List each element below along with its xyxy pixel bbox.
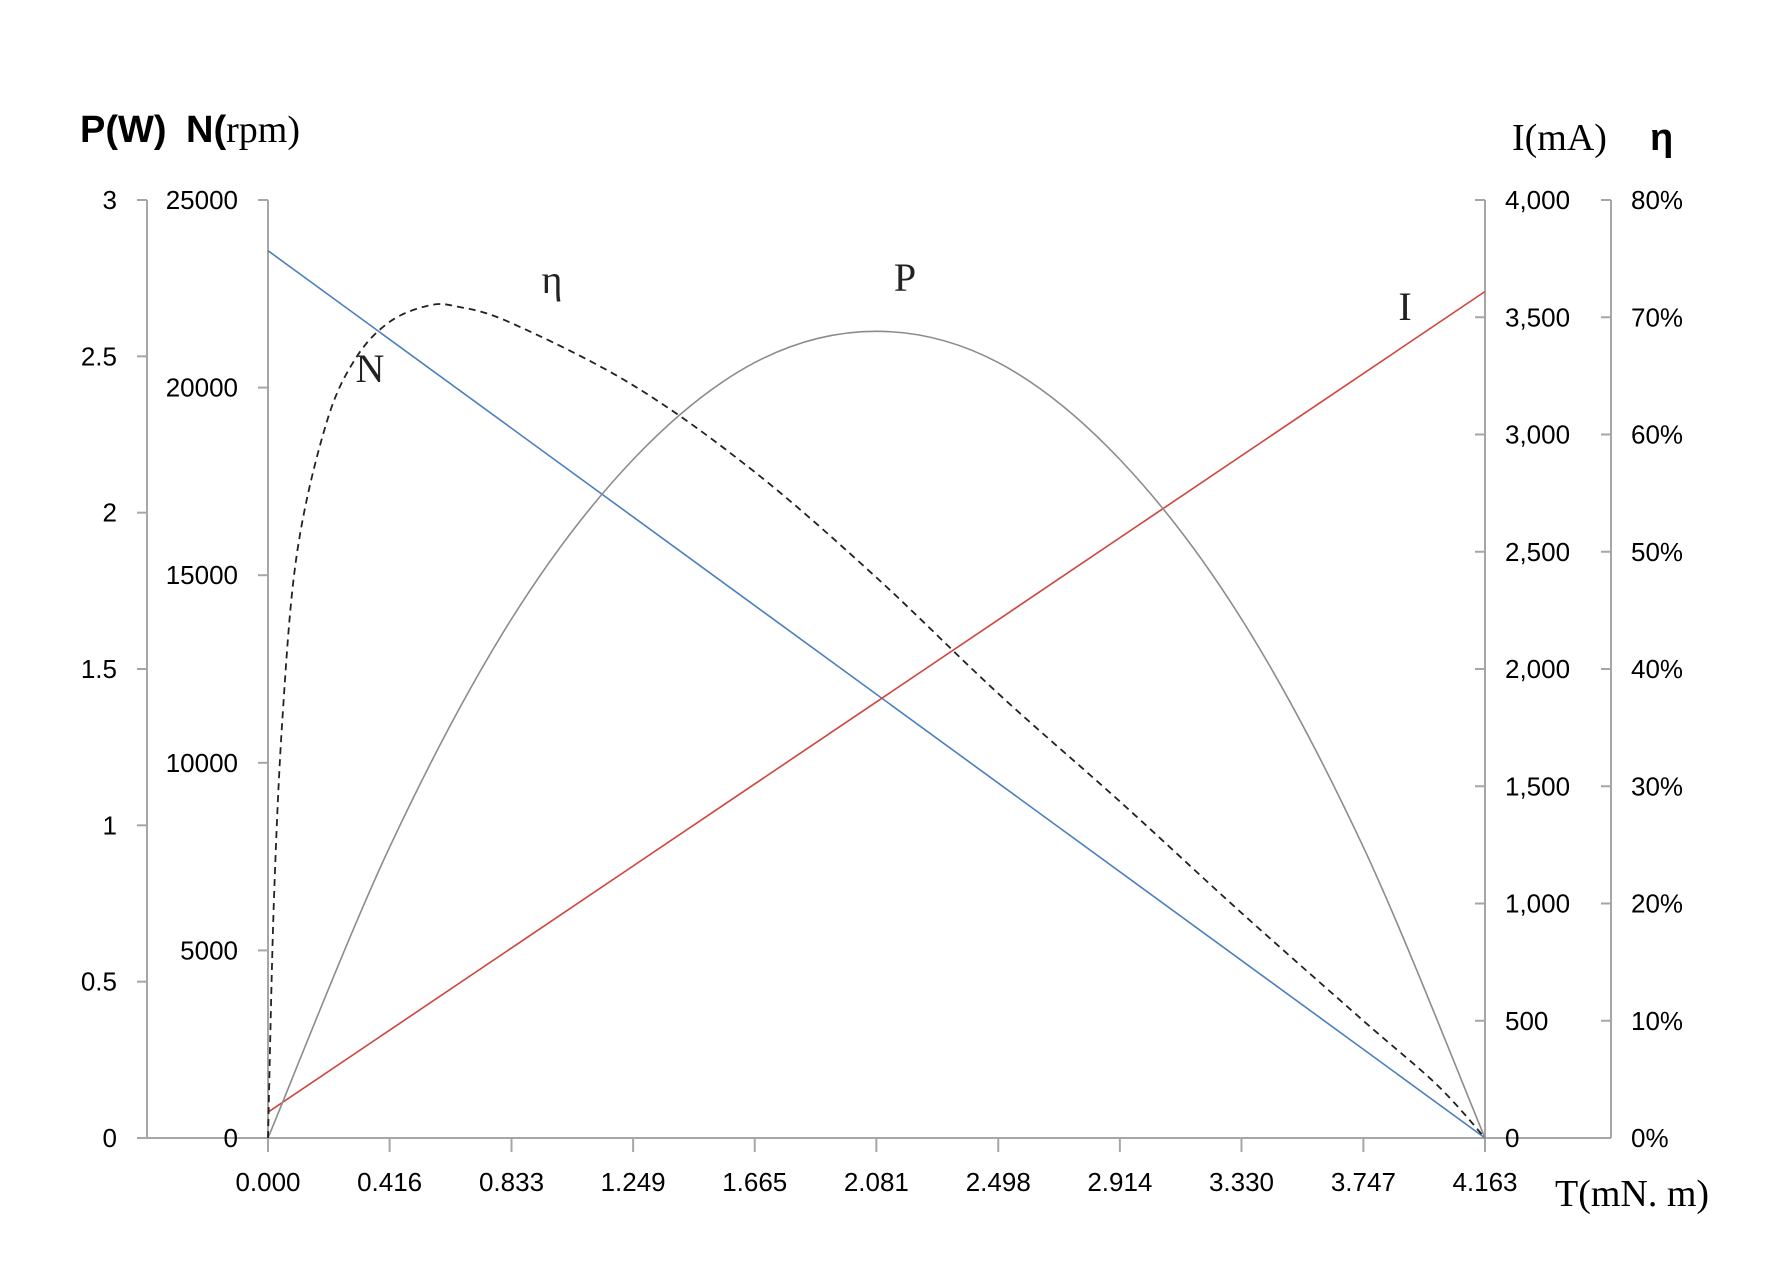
series-label-N: N <box>356 346 385 391</box>
power-tick-label: 0.5 <box>81 967 117 997</box>
current-tick-label: 3,500 <box>1505 302 1570 332</box>
series-label-I: I <box>1398 284 1411 329</box>
current-tick-label: 0 <box>1505 1123 1519 1153</box>
efficiency-tick-label: 50% <box>1631 537 1683 567</box>
power-tick-label: 1 <box>103 810 117 840</box>
speed-tick-label: 0 <box>224 1123 238 1153</box>
series-label-eta: η <box>542 257 563 302</box>
speed-tick-label: 20000 <box>166 373 238 403</box>
x-tick-label: 0.416 <box>357 1167 422 1197</box>
speed-tick-label: 15000 <box>166 560 238 590</box>
speed-axis-title-unit: rpm) <box>226 109 300 151</box>
current-tick-label: 1,000 <box>1505 889 1570 919</box>
efficiency-tick-label: 40% <box>1631 654 1683 684</box>
series-label-P: P <box>894 255 916 300</box>
power-tick-label: 3 <box>103 185 117 215</box>
series-eta-line <box>267 303 1486 1139</box>
x-tick-label: 2.498 <box>966 1167 1031 1197</box>
axes: 0.000 0.416 0.833 1.249 1.665 2.081 2.498 2.914… <box>81 185 1683 1197</box>
efficiency-tick-label: 60% <box>1631 420 1683 450</box>
speed-tick-label: 5000 <box>180 935 238 965</box>
speed-tick-label: 10000 <box>166 748 238 778</box>
power-axis-title: P(W) <box>80 109 167 151</box>
efficiency-tick-label: 80% <box>1631 185 1683 215</box>
current-tick-label: 4,000 <box>1505 185 1570 215</box>
efficiency-tick-label: 10% <box>1631 1006 1683 1036</box>
x-tick-label: 3.330 <box>1209 1167 1274 1197</box>
x-tick-label: 0.000 <box>235 1167 300 1197</box>
current-axis-title: I(mA) <box>1512 117 1607 159</box>
x-tick-label: 1.665 <box>722 1167 787 1197</box>
speed-tick-label: 25000 <box>166 185 238 215</box>
speed-axis-title-prefix: N( <box>186 109 226 151</box>
current-tick-label: 2,000 <box>1505 654 1570 684</box>
power-tick-label: 2 <box>103 498 117 528</box>
current-tick-label: 2,500 <box>1505 537 1570 567</box>
curves <box>267 250 1486 1139</box>
curve-labels: N I Pη <box>356 255 1412 391</box>
series-P-line <box>267 330 1486 1139</box>
efficiency-tick-label: 0% <box>1631 1123 1669 1153</box>
power-tick-label: 1.5 <box>81 654 117 684</box>
speed-axis-title: N(rpm) <box>186 109 300 151</box>
x-tick-label: 0.833 <box>479 1167 544 1197</box>
current-tick-label: 3,000 <box>1505 420 1570 450</box>
efficiency-tick-label: 70% <box>1631 302 1683 332</box>
x-tick-label: 3.747 <box>1331 1167 1396 1197</box>
power-tick-label: 2.5 <box>81 341 117 371</box>
efficiency-tick-label: 30% <box>1631 771 1683 801</box>
efficiency-tick-label: 20% <box>1631 889 1683 919</box>
x-tick-label: 2.914 <box>1087 1167 1152 1197</box>
current-tick-label: 500 <box>1505 1006 1548 1036</box>
x-tick-label: 2.081 <box>844 1167 909 1197</box>
x-tick-label: 1.249 <box>601 1167 666 1197</box>
series-N-line <box>267 250 1486 1139</box>
x-axis-title: T(mN. m) <box>1555 1173 1709 1215</box>
x-tick-label: 4.163 <box>1452 1167 1517 1197</box>
series-I-line <box>267 290 1486 1113</box>
current-tick-label: 1,500 <box>1505 771 1570 801</box>
efficiency-axis-title: η <box>1650 117 1673 159</box>
power-tick-label: 0 <box>103 1123 117 1153</box>
